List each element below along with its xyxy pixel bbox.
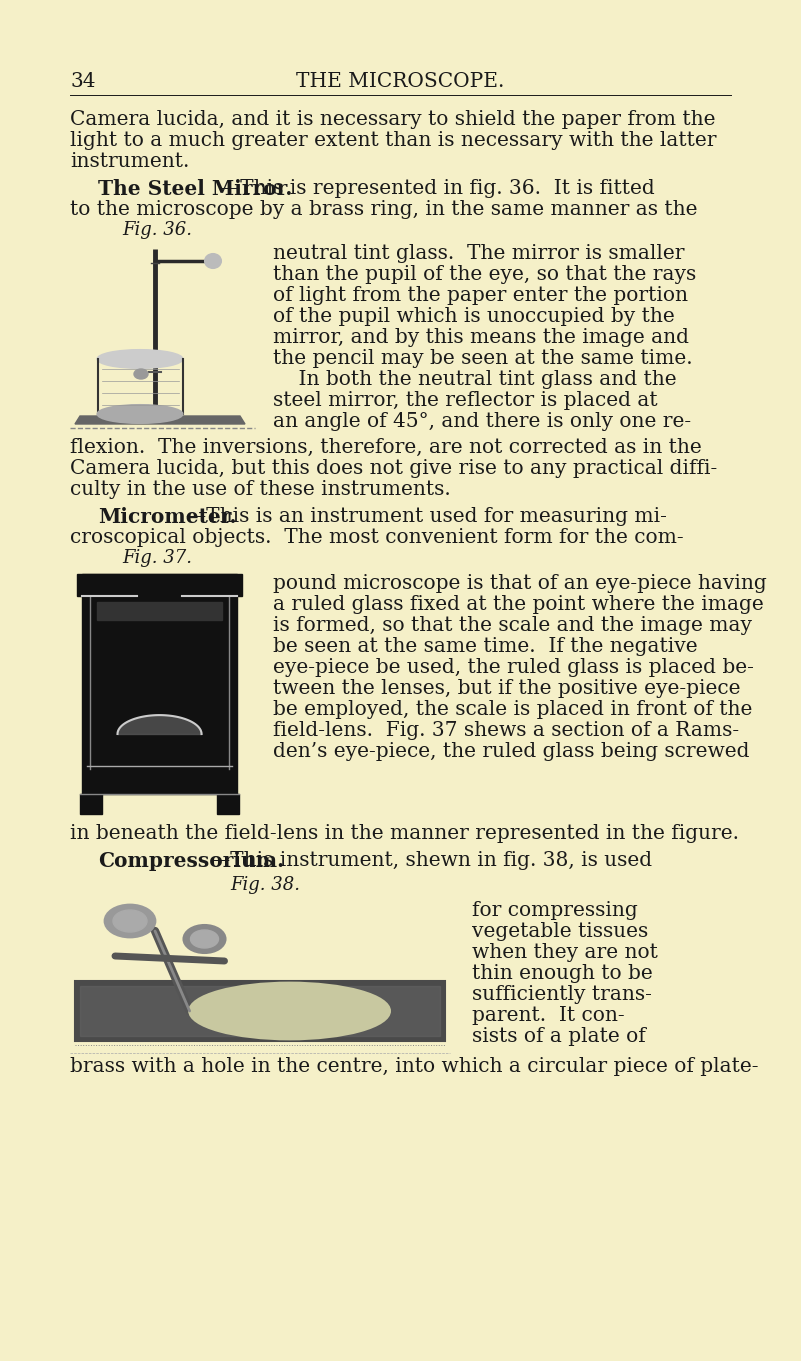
Text: pound microscope is that of an eye-piece having: pound microscope is that of an eye-piece… [273, 574, 767, 593]
Text: sists of a plate of: sists of a plate of [472, 1028, 646, 1047]
Text: an angle of 45°, and there is only one re-: an angle of 45°, and there is only one r… [273, 412, 691, 431]
Text: Fig. 38.: Fig. 38. [230, 876, 300, 894]
Text: for compressing: for compressing [472, 901, 638, 920]
Ellipse shape [98, 350, 183, 367]
Text: Fig. 36.: Fig. 36. [122, 220, 192, 240]
Text: parent.  It con-: parent. It con- [472, 1006, 625, 1025]
Bar [77, 574, 242, 596]
Text: sufficiently trans-: sufficiently trans- [472, 985, 652, 1004]
Text: in beneath the field-lens in the manner represented in the figure.: in beneath the field-lens in the manner … [70, 823, 739, 842]
Text: Compressorium.: Compressorium. [98, 851, 284, 871]
Ellipse shape [98, 406, 183, 423]
Text: when they are not: when they are not [472, 943, 658, 962]
Text: den’s eye-piece, the ruled glass being screwed: den’s eye-piece, the ruled glass being s… [273, 742, 750, 761]
Bar [82, 574, 237, 793]
Bar [80, 793, 102, 814]
Text: flexion.  The inversions, therefore, are not corrected as in the: flexion. The inversions, therefore, are … [70, 438, 702, 457]
Text: culty in the use of these instruments.: culty in the use of these instruments. [70, 480, 451, 499]
Ellipse shape [113, 911, 147, 932]
Bar [80, 985, 440, 1036]
Text: eye-piece be used, the ruled glass is placed be-: eye-piece be used, the ruled glass is pl… [273, 657, 754, 676]
Text: of light from the paper enter the portion: of light from the paper enter the portio… [273, 286, 688, 305]
Ellipse shape [205, 255, 221, 268]
Text: 34: 34 [70, 72, 95, 91]
Text: —This is represented in fig. 36.  It is fitted: —This is represented in fig. 36. It is f… [220, 180, 654, 197]
Text: brass with a hole in the centre, into which a circular piece of plate-: brass with a hole in the centre, into wh… [70, 1057, 759, 1077]
Text: the pencil may be seen at the same time.: the pencil may be seen at the same time. [273, 348, 693, 367]
Ellipse shape [190, 983, 389, 1038]
Text: —This is an instrument used for measuring mi-: —This is an instrument used for measurin… [186, 508, 667, 525]
Text: croscopical objects.  The most convenient form for the com-: croscopical objects. The most convenient… [70, 528, 683, 547]
Text: be seen at the same time.  If the negative: be seen at the same time. If the negativ… [273, 637, 698, 656]
Text: steel mirror, the reflector is placed at: steel mirror, the reflector is placed at [273, 391, 658, 410]
Text: field-lens.  Fig. 37 shews a section of a Rams-: field-lens. Fig. 37 shews a section of a… [273, 721, 739, 740]
Text: vegetable tissues: vegetable tissues [472, 921, 648, 940]
Text: In both the neutral tint glass and the: In both the neutral tint glass and the [273, 370, 677, 389]
Text: be employed, the scale is placed in front of the: be employed, the scale is placed in fron… [273, 700, 752, 719]
Ellipse shape [183, 925, 226, 953]
Bar [77, 574, 242, 596]
Text: instrument.: instrument. [70, 152, 189, 171]
Text: Camera lucida, and it is necessary to shield the paper from the: Camera lucida, and it is necessary to sh… [70, 110, 715, 129]
Text: to the microscope by a brass ring, in the same manner as the: to the microscope by a brass ring, in th… [70, 200, 698, 219]
Text: of the pupil which is unoccupied by the: of the pupil which is unoccupied by the [273, 308, 674, 327]
Text: Micrometer.: Micrometer. [98, 508, 236, 527]
Text: tween the lenses, but if the positive eye-piece: tween the lenses, but if the positive ey… [273, 679, 740, 698]
Ellipse shape [134, 369, 148, 378]
Text: neutral tint glass.  The mirror is smaller: neutral tint glass. The mirror is smalle… [273, 244, 685, 263]
Text: Camera lucida, but this does not give rise to any practical diffi-: Camera lucida, but this does not give ri… [70, 459, 717, 478]
Text: THE MICROSCOPE.: THE MICROSCOPE. [296, 72, 505, 91]
Text: light to a much greater extent than is necessary with the latter: light to a much greater extent than is n… [70, 131, 717, 150]
Bar [75, 981, 445, 1041]
Text: is formed, so that the scale and the image may: is formed, so that the scale and the ima… [273, 617, 752, 636]
Text: a ruled glass fixed at the point where the image: a ruled glass fixed at the point where t… [273, 595, 763, 614]
Text: thin enough to be: thin enough to be [472, 964, 653, 983]
Text: than the pupil of the eye, so that the rays: than the pupil of the eye, so that the r… [273, 265, 696, 284]
Ellipse shape [105, 905, 155, 936]
Polygon shape [75, 416, 245, 425]
Text: mirror, and by this means the image and: mirror, and by this means the image and [273, 328, 689, 347]
Text: —This instrument, shewn in fig. 38, is used: —This instrument, shewn in fig. 38, is u… [210, 851, 652, 870]
Text: Fig. 37.: Fig. 37. [122, 548, 192, 568]
Bar [82, 574, 237, 793]
Ellipse shape [191, 930, 219, 949]
Bar [97, 602, 222, 621]
Bar [217, 793, 239, 814]
Text: The Steel Mirror.: The Steel Mirror. [98, 180, 292, 199]
